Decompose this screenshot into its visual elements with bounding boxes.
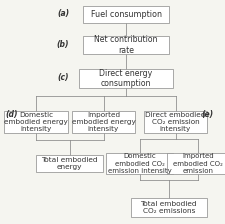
FancyBboxPatch shape xyxy=(130,198,207,217)
Text: Net contribution
rate: Net contribution rate xyxy=(94,35,158,55)
Text: Domestic
embodied CO₂
emission intensity: Domestic embodied CO₂ emission intensity xyxy=(108,153,171,174)
FancyBboxPatch shape xyxy=(166,153,225,174)
Text: Imported
embodied energy
intensity: Imported embodied energy intensity xyxy=(72,112,135,132)
Text: Direct embodied
CO₂ emission
intensity: Direct embodied CO₂ emission intensity xyxy=(145,112,206,132)
Text: (a): (a) xyxy=(57,9,69,18)
Text: Fuel consumption: Fuel consumption xyxy=(90,10,162,19)
FancyBboxPatch shape xyxy=(79,69,173,88)
Text: Total embodied
energy: Total embodied energy xyxy=(41,157,98,170)
FancyBboxPatch shape xyxy=(144,111,207,133)
FancyBboxPatch shape xyxy=(83,6,169,23)
Text: (e): (e) xyxy=(201,110,213,119)
Text: Direct energy
consumption: Direct energy consumption xyxy=(99,69,153,88)
Text: (d): (d) xyxy=(5,110,18,119)
Text: Domestic
embodied energy
intensity: Domestic embodied energy intensity xyxy=(4,112,68,132)
FancyBboxPatch shape xyxy=(4,111,68,133)
Text: (b): (b) xyxy=(57,40,69,49)
Text: Total embodied
CO₂ emissions: Total embodied CO₂ emissions xyxy=(140,200,197,214)
FancyBboxPatch shape xyxy=(36,155,104,172)
FancyBboxPatch shape xyxy=(83,36,169,54)
Text: (c): (c) xyxy=(57,73,69,82)
FancyBboxPatch shape xyxy=(72,111,135,133)
FancyBboxPatch shape xyxy=(106,153,173,174)
Text: Imported
embodied CO₂
emission: Imported embodied CO₂ emission xyxy=(173,153,223,174)
